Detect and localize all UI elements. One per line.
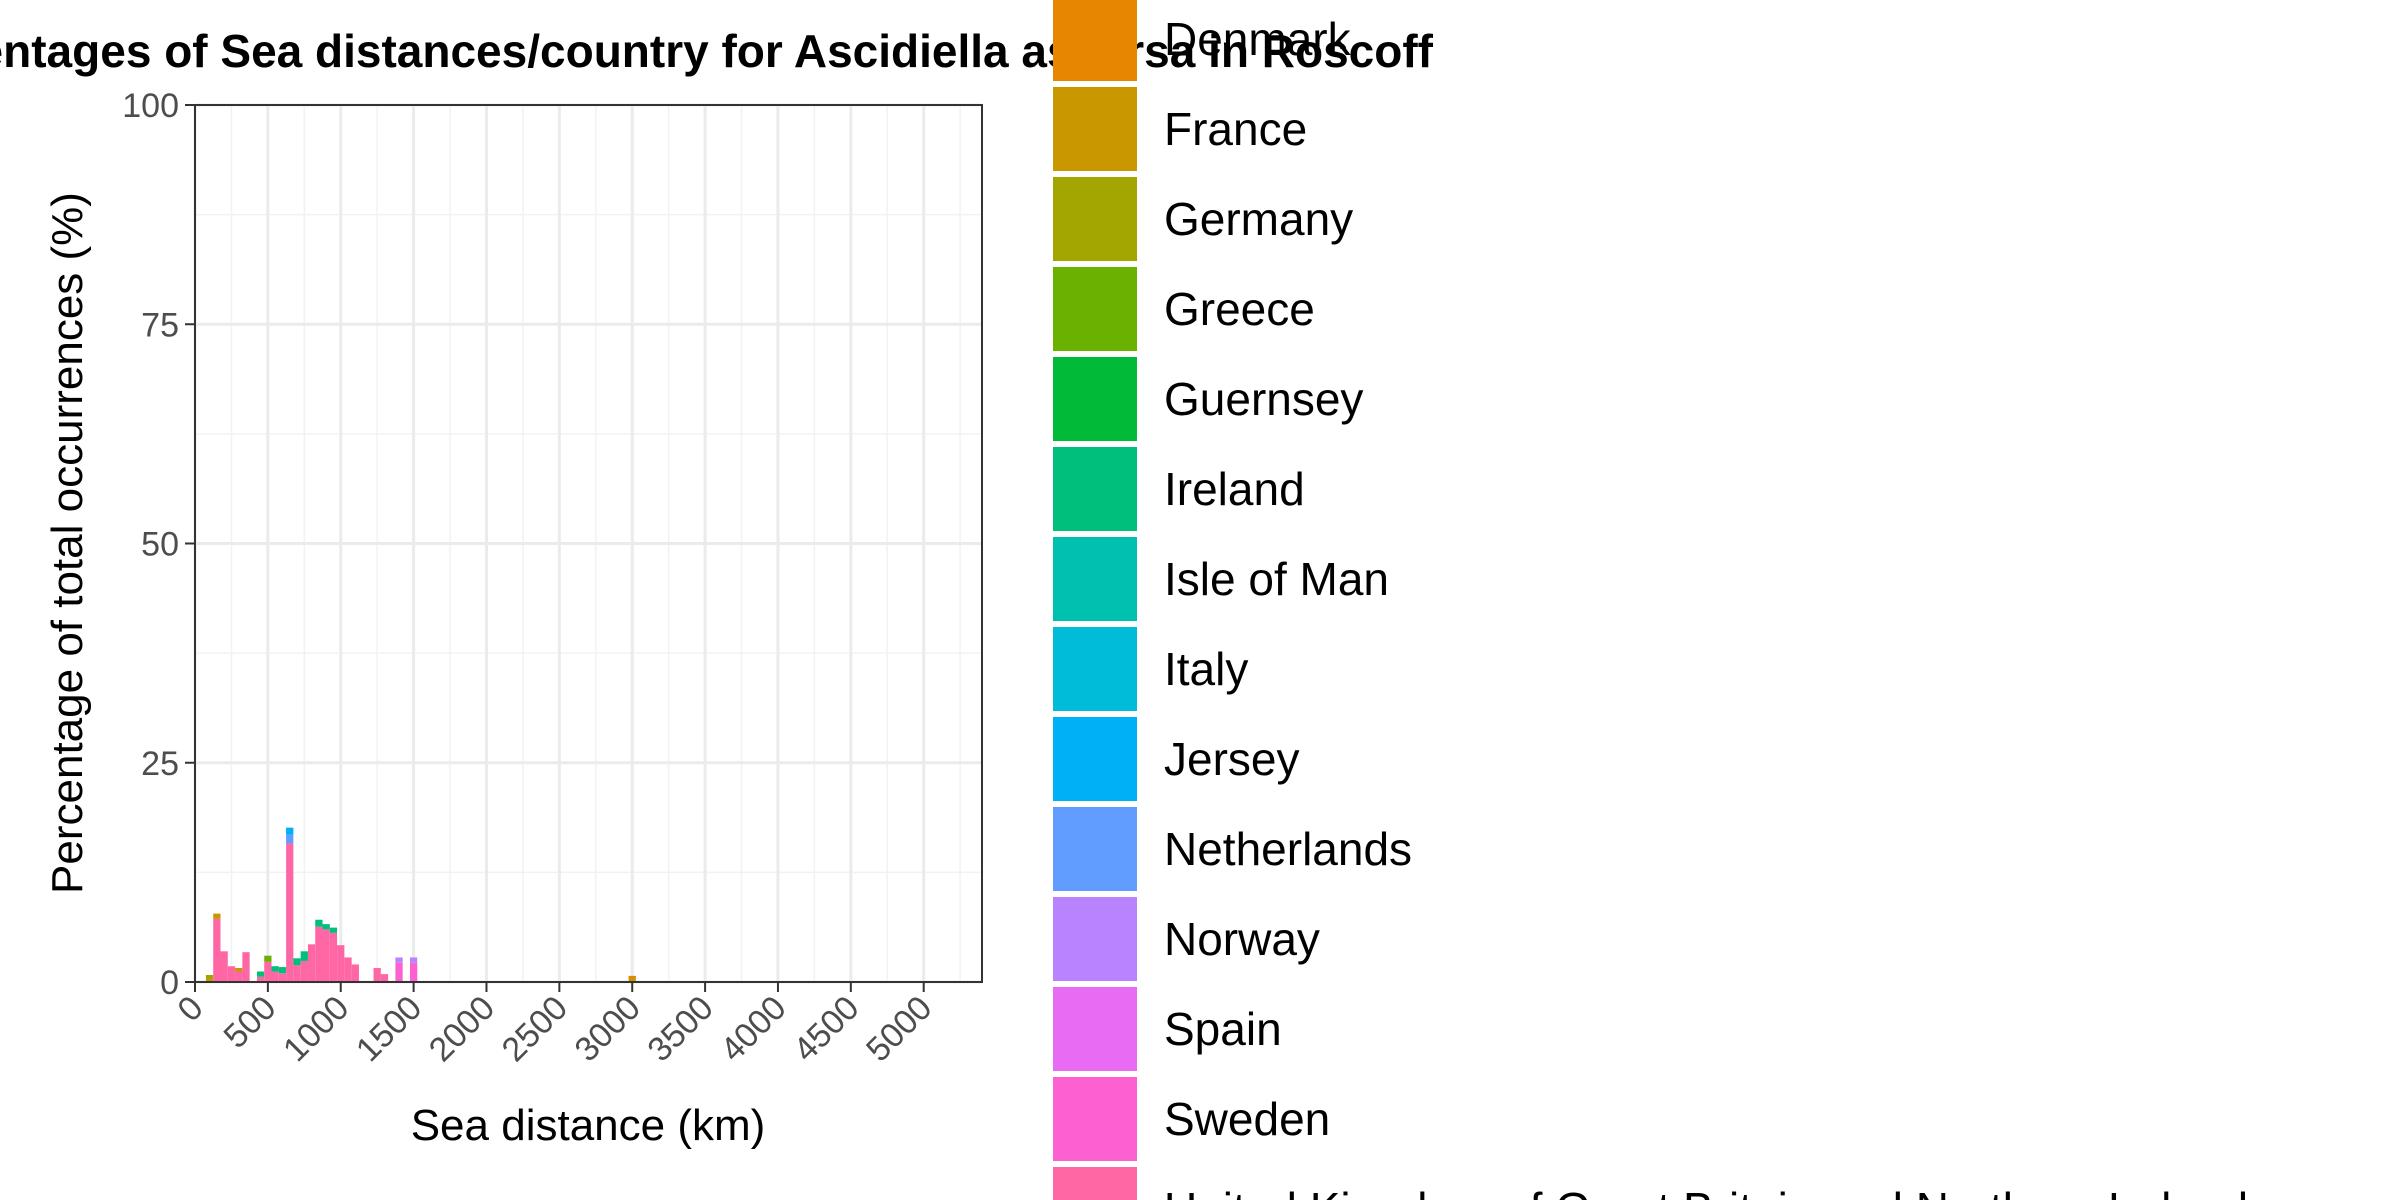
chart-title: Stacked histogram of percentages of Sea … [0, 25, 1434, 77]
y-tick-label: 100 [122, 87, 179, 125]
histogram-bar-segment [205, 974, 214, 979]
histogram-bar-segment [628, 978, 636, 982]
histogram-bar-segment [395, 962, 403, 982]
histogram-bar-segment [235, 971, 243, 982]
legend-label: Norway [1164, 913, 1320, 965]
y-tick-label: 25 [141, 745, 179, 783]
legend-key [1053, 537, 1137, 621]
legend-label: Germany [1164, 193, 1353, 245]
legend-label: Guernsey [1164, 373, 1363, 425]
histogram-bar-segment [307, 944, 316, 982]
legend-label: Italy [1164, 643, 1248, 695]
histogram-bars [205, 827, 636, 982]
histogram-bar-segment [409, 957, 418, 963]
histogram-bar-segment [227, 966, 236, 982]
legend: Denmark France Germany Greece Guernsey Irelan… [1053, 0, 2248, 1200]
legend-label: Greece [1164, 283, 1315, 335]
histogram-bar-segment [300, 960, 308, 982]
legend-label: Spain [1164, 1003, 1282, 1055]
y-tick-label: 75 [141, 306, 179, 344]
histogram-bar-segment [271, 971, 279, 982]
histogram-bar-segment [256, 971, 265, 977]
histogram-bar-segment [213, 913, 221, 919]
histogram-bar-segment [322, 929, 330, 982]
legend-key [1053, 807, 1137, 891]
legend-key [1053, 1167, 1137, 1200]
legend-key [1053, 1077, 1137, 1161]
legend-label: Sweden [1164, 1093, 1330, 1145]
y-tick-label: 50 [141, 526, 179, 564]
legend-key [1053, 0, 1137, 81]
legend-key [1053, 357, 1137, 441]
y-axis-title: Percentage of total occurrences (%) [43, 192, 92, 894]
histogram-bar-segment [315, 926, 323, 982]
histogram-bar-segment [205, 978, 214, 982]
histogram-bar-segment [286, 827, 294, 835]
legend-label: Netherlands [1164, 823, 1412, 875]
histogram-bar-segment [380, 974, 389, 982]
histogram-bar-segment [329, 927, 338, 933]
histogram-bar-segment [344, 957, 352, 982]
histogram-bar-segment [351, 964, 359, 982]
histogram-bar-segment [373, 967, 381, 982]
legend-label: France [1164, 103, 1307, 155]
histogram-bar-segment [322, 924, 330, 930]
histogram-bar-segment [628, 975, 636, 979]
legend-key [1053, 627, 1137, 711]
histogram-bar-segment [315, 919, 323, 927]
histogram-bar-segment [264, 961, 272, 982]
legend-label: Denmark [1164, 13, 1352, 65]
legend-label: Isle of Man [1164, 553, 1389, 605]
histogram-bar-segment [235, 967, 243, 972]
legend-key [1053, 177, 1137, 261]
histogram-bar-segment [286, 843, 294, 982]
legend-key [1053, 897, 1137, 981]
histogram-bar-segment [293, 958, 301, 966]
histogram-bar-segment [329, 932, 338, 982]
histogram-bar-segment [395, 957, 403, 963]
histogram-bar-segment [293, 965, 301, 982]
legend-label: United Kingdom of Great Britain and Nort… [1164, 1183, 2248, 1200]
histogram-bar-segment [278, 967, 287, 974]
histogram-bar-segment [286, 834, 294, 844]
histogram-bar-segment [337, 945, 345, 982]
legend-label: Jersey [1164, 733, 1299, 785]
histogram-bar-segment [271, 966, 279, 972]
histogram-bar-segment [213, 918, 221, 982]
histogram-bar-segment [300, 951, 308, 961]
legend-key [1053, 267, 1137, 351]
x-axis-title: Sea distance (km) [411, 1101, 766, 1150]
histogram-bar-segment [409, 962, 418, 982]
legend-label: Ireland [1164, 463, 1305, 515]
histogram-bar-segment [242, 952, 250, 982]
y-tick-label: 0 [160, 964, 179, 1002]
legend-key [1053, 987, 1137, 1071]
legend-key [1053, 87, 1137, 171]
histogram-bar-segment [220, 951, 228, 982]
histogram-bar-segment [278, 973, 287, 982]
histogram-bar-segment [264, 955, 272, 962]
legend-key [1053, 447, 1137, 531]
histogram-bar-segment [256, 976, 265, 982]
legend-key [1053, 717, 1137, 801]
